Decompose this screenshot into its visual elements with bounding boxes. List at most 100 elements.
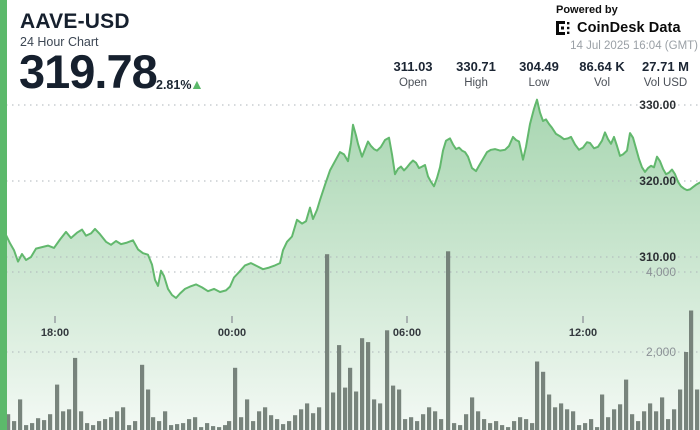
- volume-bar: [263, 407, 268, 430]
- symbol-title: AAVE-USD: [20, 10, 130, 33]
- volume-bar: [133, 421, 138, 430]
- brand-block: Powered by CoinDesk Data 14 Jul 2025 16:…: [556, 4, 698, 52]
- volume-bar: [331, 392, 336, 430]
- volume-bar: [6, 414, 11, 430]
- coindesk-logo-icon: [556, 21, 570, 35]
- volume-bar: [354, 391, 359, 430]
- volume-bar: [559, 403, 564, 430]
- volume-bar: [642, 411, 647, 430]
- volume-bar: [109, 417, 114, 430]
- volume-bar: [589, 419, 594, 430]
- volume-bar: [97, 421, 102, 430]
- volume-bar: [193, 417, 198, 430]
- coindesk-logo[interactable]: CoinDesk Data: [556, 20, 698, 36]
- volume-bar: [678, 389, 683, 430]
- volume-bar: [541, 371, 546, 430]
- powered-by-label: Powered by: [556, 4, 618, 16]
- volume-bar: [269, 415, 274, 430]
- price-axis-label-320: 320.00: [639, 174, 676, 188]
- current-price: 319.78: [19, 45, 158, 98]
- volume-bar: [311, 413, 316, 430]
- volume-bar: [378, 403, 383, 430]
- volume-bar: [583, 423, 588, 430]
- volume-bar: [85, 423, 90, 430]
- volume-bar: [73, 357, 78, 430]
- price-area: [0, 99, 700, 430]
- volume-bar: [299, 409, 304, 430]
- volume-bar: [325, 254, 330, 430]
- volume-bar: [409, 417, 414, 430]
- volume-bar: [427, 407, 432, 430]
- volume-bar: [666, 419, 671, 430]
- volume-bar: [452, 423, 457, 430]
- volume-bar: [305, 403, 310, 430]
- volume-bar: [233, 367, 238, 430]
- stat-high-label: High: [464, 77, 488, 89]
- stat-open: 311.03 Open: [390, 59, 436, 90]
- volume-bar: [488, 423, 493, 430]
- volume-bar: [397, 389, 402, 430]
- volume-bar: [115, 411, 120, 430]
- volume-bar: [121, 407, 126, 430]
- up-arrow-icon: ▲: [190, 76, 204, 92]
- stat-vol-usd: 27.71 M Vol USD: [642, 59, 689, 90]
- time-axis-tick: [406, 316, 408, 323]
- stat-vol-label: Vol: [594, 77, 611, 89]
- volume-bar: [439, 419, 444, 430]
- volume-bar: [251, 421, 256, 430]
- price-change-percent: 2.81%: [156, 78, 192, 92]
- stat-open-label: Open: [398, 77, 428, 89]
- volume-bar: [348, 367, 353, 430]
- volume-bar: [606, 417, 611, 430]
- volume-bar: [61, 411, 66, 430]
- volume-bar: [464, 414, 469, 430]
- volume-bar: [577, 425, 582, 430]
- volume-bar: [223, 425, 228, 430]
- timestamp: 14 Jul 2025 16:04 (GMT): [570, 40, 698, 52]
- volume-bar: [140, 364, 145, 430]
- volume-bar: [476, 411, 481, 430]
- volume-bar: [446, 251, 451, 430]
- volume-bar: [600, 394, 605, 430]
- volume-bar: [275, 419, 280, 430]
- volume-bar: [500, 425, 505, 430]
- volume-bar: [211, 426, 216, 430]
- volume-bar: [12, 421, 17, 430]
- volume-axis-label-2000: 2,000: [645, 345, 676, 359]
- volume-bar: [403, 419, 408, 430]
- volume-bar: [433, 411, 438, 430]
- volume-bar: [684, 352, 689, 430]
- volume-bar: [565, 409, 570, 430]
- volume-bar: [227, 421, 232, 430]
- time-axis-tick: [54, 316, 56, 323]
- time-axis-tick: [231, 316, 233, 323]
- price-axis-label-310: 310.00: [639, 250, 676, 264]
- time-axis-label-0600: 06:00: [392, 327, 422, 339]
- stat-vol-value: 86.64 K: [579, 59, 625, 74]
- volume-bar: [18, 399, 23, 430]
- volume-bar: [175, 424, 180, 430]
- volume-bar: [547, 394, 552, 430]
- volume-bar: [337, 345, 342, 430]
- volume-bar: [470, 397, 475, 430]
- volume-bar: [245, 399, 250, 430]
- volume-bar: [624, 379, 629, 430]
- volume-bar: [660, 397, 665, 430]
- volume-bar: [103, 419, 108, 430]
- volume-bar: [385, 330, 390, 430]
- volume-bar: [689, 310, 694, 430]
- volume-bar: [48, 414, 53, 430]
- volume-bar: [530, 423, 535, 430]
- volume-axis-label-4000: 4,000: [645, 265, 676, 279]
- volume-bar: [187, 419, 192, 430]
- volume-bar: [595, 427, 600, 430]
- volume-bar: [391, 385, 396, 430]
- volume-bar: [42, 420, 47, 430]
- volume-bar: [79, 411, 84, 430]
- volume-bar: [672, 409, 677, 430]
- time-axis-label-0000: 00:00: [217, 327, 247, 339]
- time-axis-tick: [582, 316, 584, 323]
- volume-bar: [421, 414, 426, 430]
